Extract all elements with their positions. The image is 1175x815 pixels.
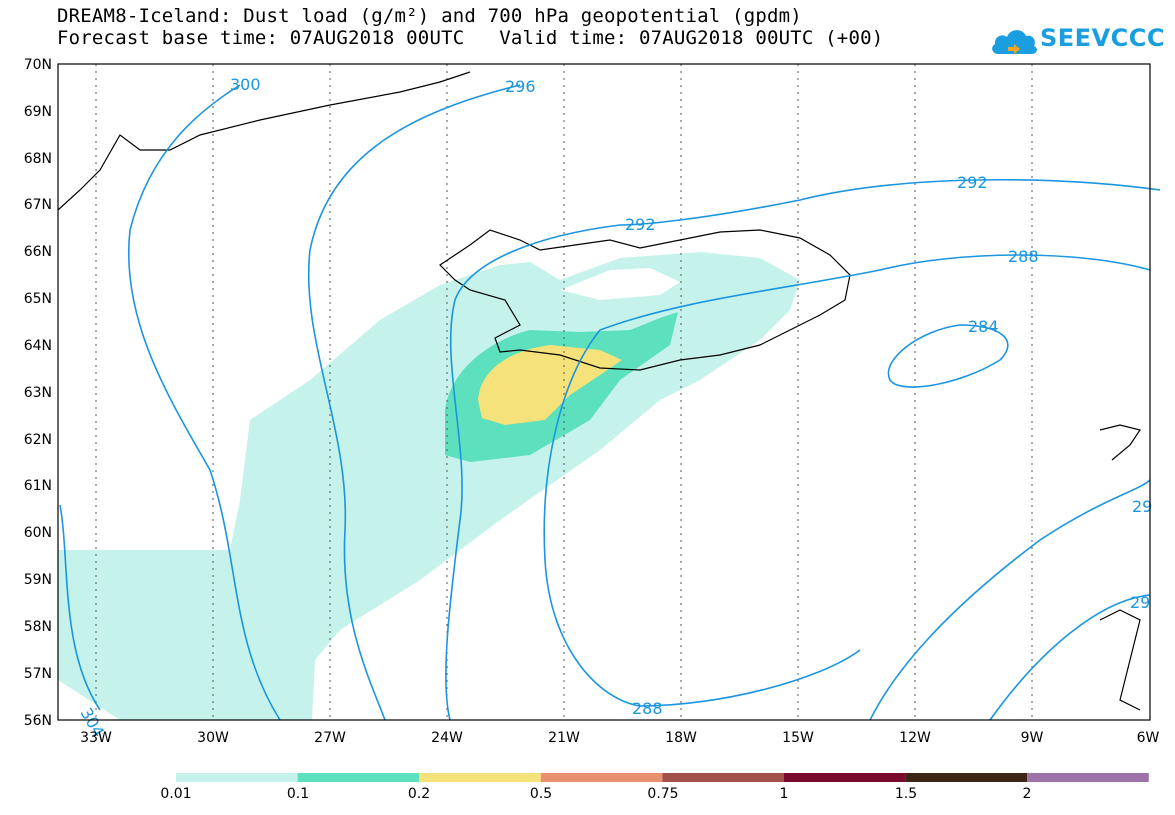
lat-label: 68N [24,151,52,167]
colorbar-label: 0.2 [408,786,430,802]
colorbar-swatch [662,773,784,782]
contour-label: 29 [1132,497,1152,516]
colorbar-swatch [297,773,420,782]
lat-label: 69N [24,104,52,120]
contour-label: 296 [505,77,536,96]
contour-label: 288 [632,699,663,718]
lat-label: 65N [24,291,52,307]
contour-label: 288 [1008,247,1039,266]
lat-label: 57N [24,666,52,682]
geopotential-contours [59,84,1161,721]
colorbar-label: 0.75 [647,786,678,802]
contour-label: 292 [625,215,656,234]
lon-label: 21W [548,730,580,746]
colorbar-label: 1.5 [895,786,917,802]
coastline [57,71,1141,711]
lat-label: 62N [24,432,52,448]
lon-label: 30W [197,730,229,746]
lat-label: 70N [24,57,52,73]
lat-label: 61N [24,478,52,494]
colorbar-swatch [905,773,1028,782]
logo-text: SEEVCCC [1040,24,1165,52]
lon-label: 33W [80,730,112,746]
colorbar-legend [176,773,1149,782]
map-title-line2: Forecast base time: 07AUG2018 00UTC Vali… [57,27,884,49]
lat-label: 60N [24,525,52,541]
lon-label: 24W [431,730,463,746]
colorbar-label: 0.01 [160,786,191,802]
colorbar-label: 1 [780,786,789,802]
colorbar-label: 0.5 [530,786,552,802]
colorbar-swatch [1027,773,1149,782]
map-title-line1: DREAM8-Iceland: Dust load (g/m²) and 700… [57,5,802,27]
colorbar-swatch [540,773,663,782]
lon-label: 15W [782,730,814,746]
dust-area-high [478,345,622,425]
lat-label: 67N [24,197,52,213]
lat-label: 56N [24,713,52,729]
colorbar-swatch [784,773,906,782]
graticule [95,64,1033,720]
contour-label: 300 [230,75,261,94]
map-frame [57,63,1151,721]
contour-label: 292 [957,173,988,192]
lon-label: 27W [314,730,346,746]
contour-label: 284 [968,317,999,336]
lat-label: 63N [24,385,52,401]
lon-label: 6W [1137,730,1160,746]
lat-label: 59N [24,572,52,588]
lat-label: 58N [24,619,52,635]
lat-label: 66N [24,244,52,260]
colorbar-swatch [419,773,541,782]
lon-label: 18W [665,730,697,746]
cloud-icon [992,30,1037,54]
lat-label: 64N [24,338,52,354]
colorbar-label: 2 [1023,786,1032,802]
dust-area-low [58,252,800,720]
colorbar-swatch [176,773,298,782]
contour-label: 29 [1130,593,1150,612]
lon-label: 12W [899,730,931,746]
colorbar-label: 0.1 [287,786,309,802]
lon-label: 9W [1021,730,1044,746]
